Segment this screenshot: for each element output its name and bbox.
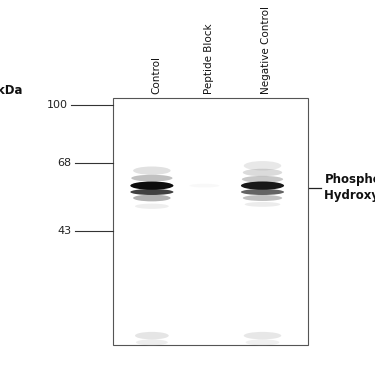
Text: 43: 43 — [57, 226, 71, 236]
Ellipse shape — [136, 339, 168, 345]
Ellipse shape — [243, 169, 282, 176]
Ellipse shape — [243, 195, 282, 201]
Ellipse shape — [244, 161, 281, 170]
Ellipse shape — [246, 339, 279, 345]
Ellipse shape — [244, 202, 280, 207]
Ellipse shape — [189, 184, 219, 188]
Text: kDa: kDa — [0, 84, 22, 96]
Ellipse shape — [130, 189, 173, 195]
Ellipse shape — [133, 166, 171, 175]
Text: Peptide Block: Peptide Block — [204, 23, 214, 94]
Text: Negative Control: Negative Control — [261, 6, 271, 94]
Text: Phospho-Tryptophan
Hydroxylase 1 (S260): Phospho-Tryptophan Hydroxylase 1 (S260) — [324, 173, 375, 202]
Ellipse shape — [241, 182, 284, 190]
Ellipse shape — [244, 332, 281, 339]
Ellipse shape — [133, 195, 171, 201]
Ellipse shape — [242, 176, 283, 183]
Text: 68: 68 — [57, 158, 71, 168]
Bar — [112, 98, 308, 345]
Ellipse shape — [135, 332, 169, 339]
Ellipse shape — [130, 182, 173, 190]
Ellipse shape — [241, 189, 284, 195]
Text: Control: Control — [152, 56, 162, 94]
Ellipse shape — [135, 204, 169, 209]
Ellipse shape — [131, 175, 172, 181]
Text: 100: 100 — [46, 100, 68, 110]
